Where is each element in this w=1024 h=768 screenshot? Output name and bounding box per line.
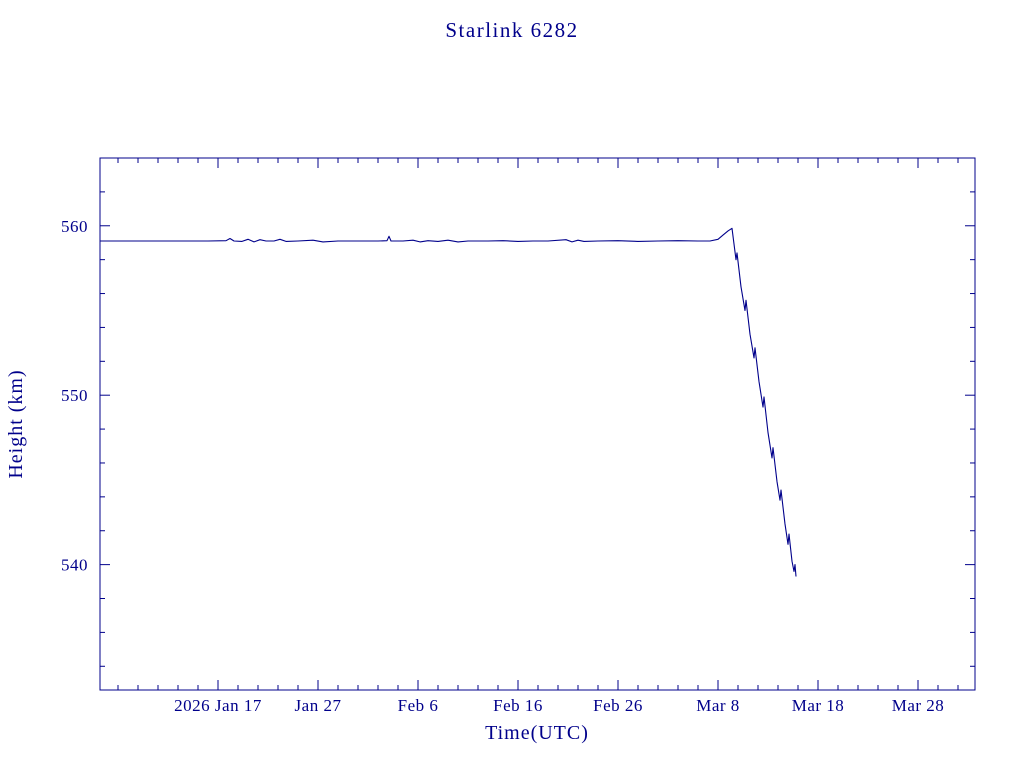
y-tick-label: 540	[61, 556, 88, 575]
x-tick-label: Feb 16	[493, 696, 543, 715]
x-tick-label: Feb 26	[593, 696, 643, 715]
height-series-line	[100, 227, 797, 577]
x-tick-label: Mar 28	[892, 696, 945, 715]
y-tick-label: 560	[61, 217, 88, 236]
x-tick-label: Jan 27	[295, 696, 342, 715]
x-axis-label: Time(UTC)	[485, 722, 589, 744]
plot-area: 2026 Jan 17 Jan 27 Feb 6 Feb 16 Feb 26 Mar 8 M…	[61, 157, 976, 715]
x-tick-label: 2026 Jan 17	[174, 696, 262, 715]
x-tick-label: Mar 8	[696, 696, 740, 715]
chart-title: Starlink 6282	[445, 18, 578, 42]
x-tick-label: Mar 18	[792, 696, 845, 715]
axis-frame	[99, 157, 976, 691]
y-axis-label: Height (km)	[5, 369, 27, 478]
x-tick-label: Feb 6	[398, 696, 439, 715]
y-tick-label: 550	[61, 386, 88, 405]
